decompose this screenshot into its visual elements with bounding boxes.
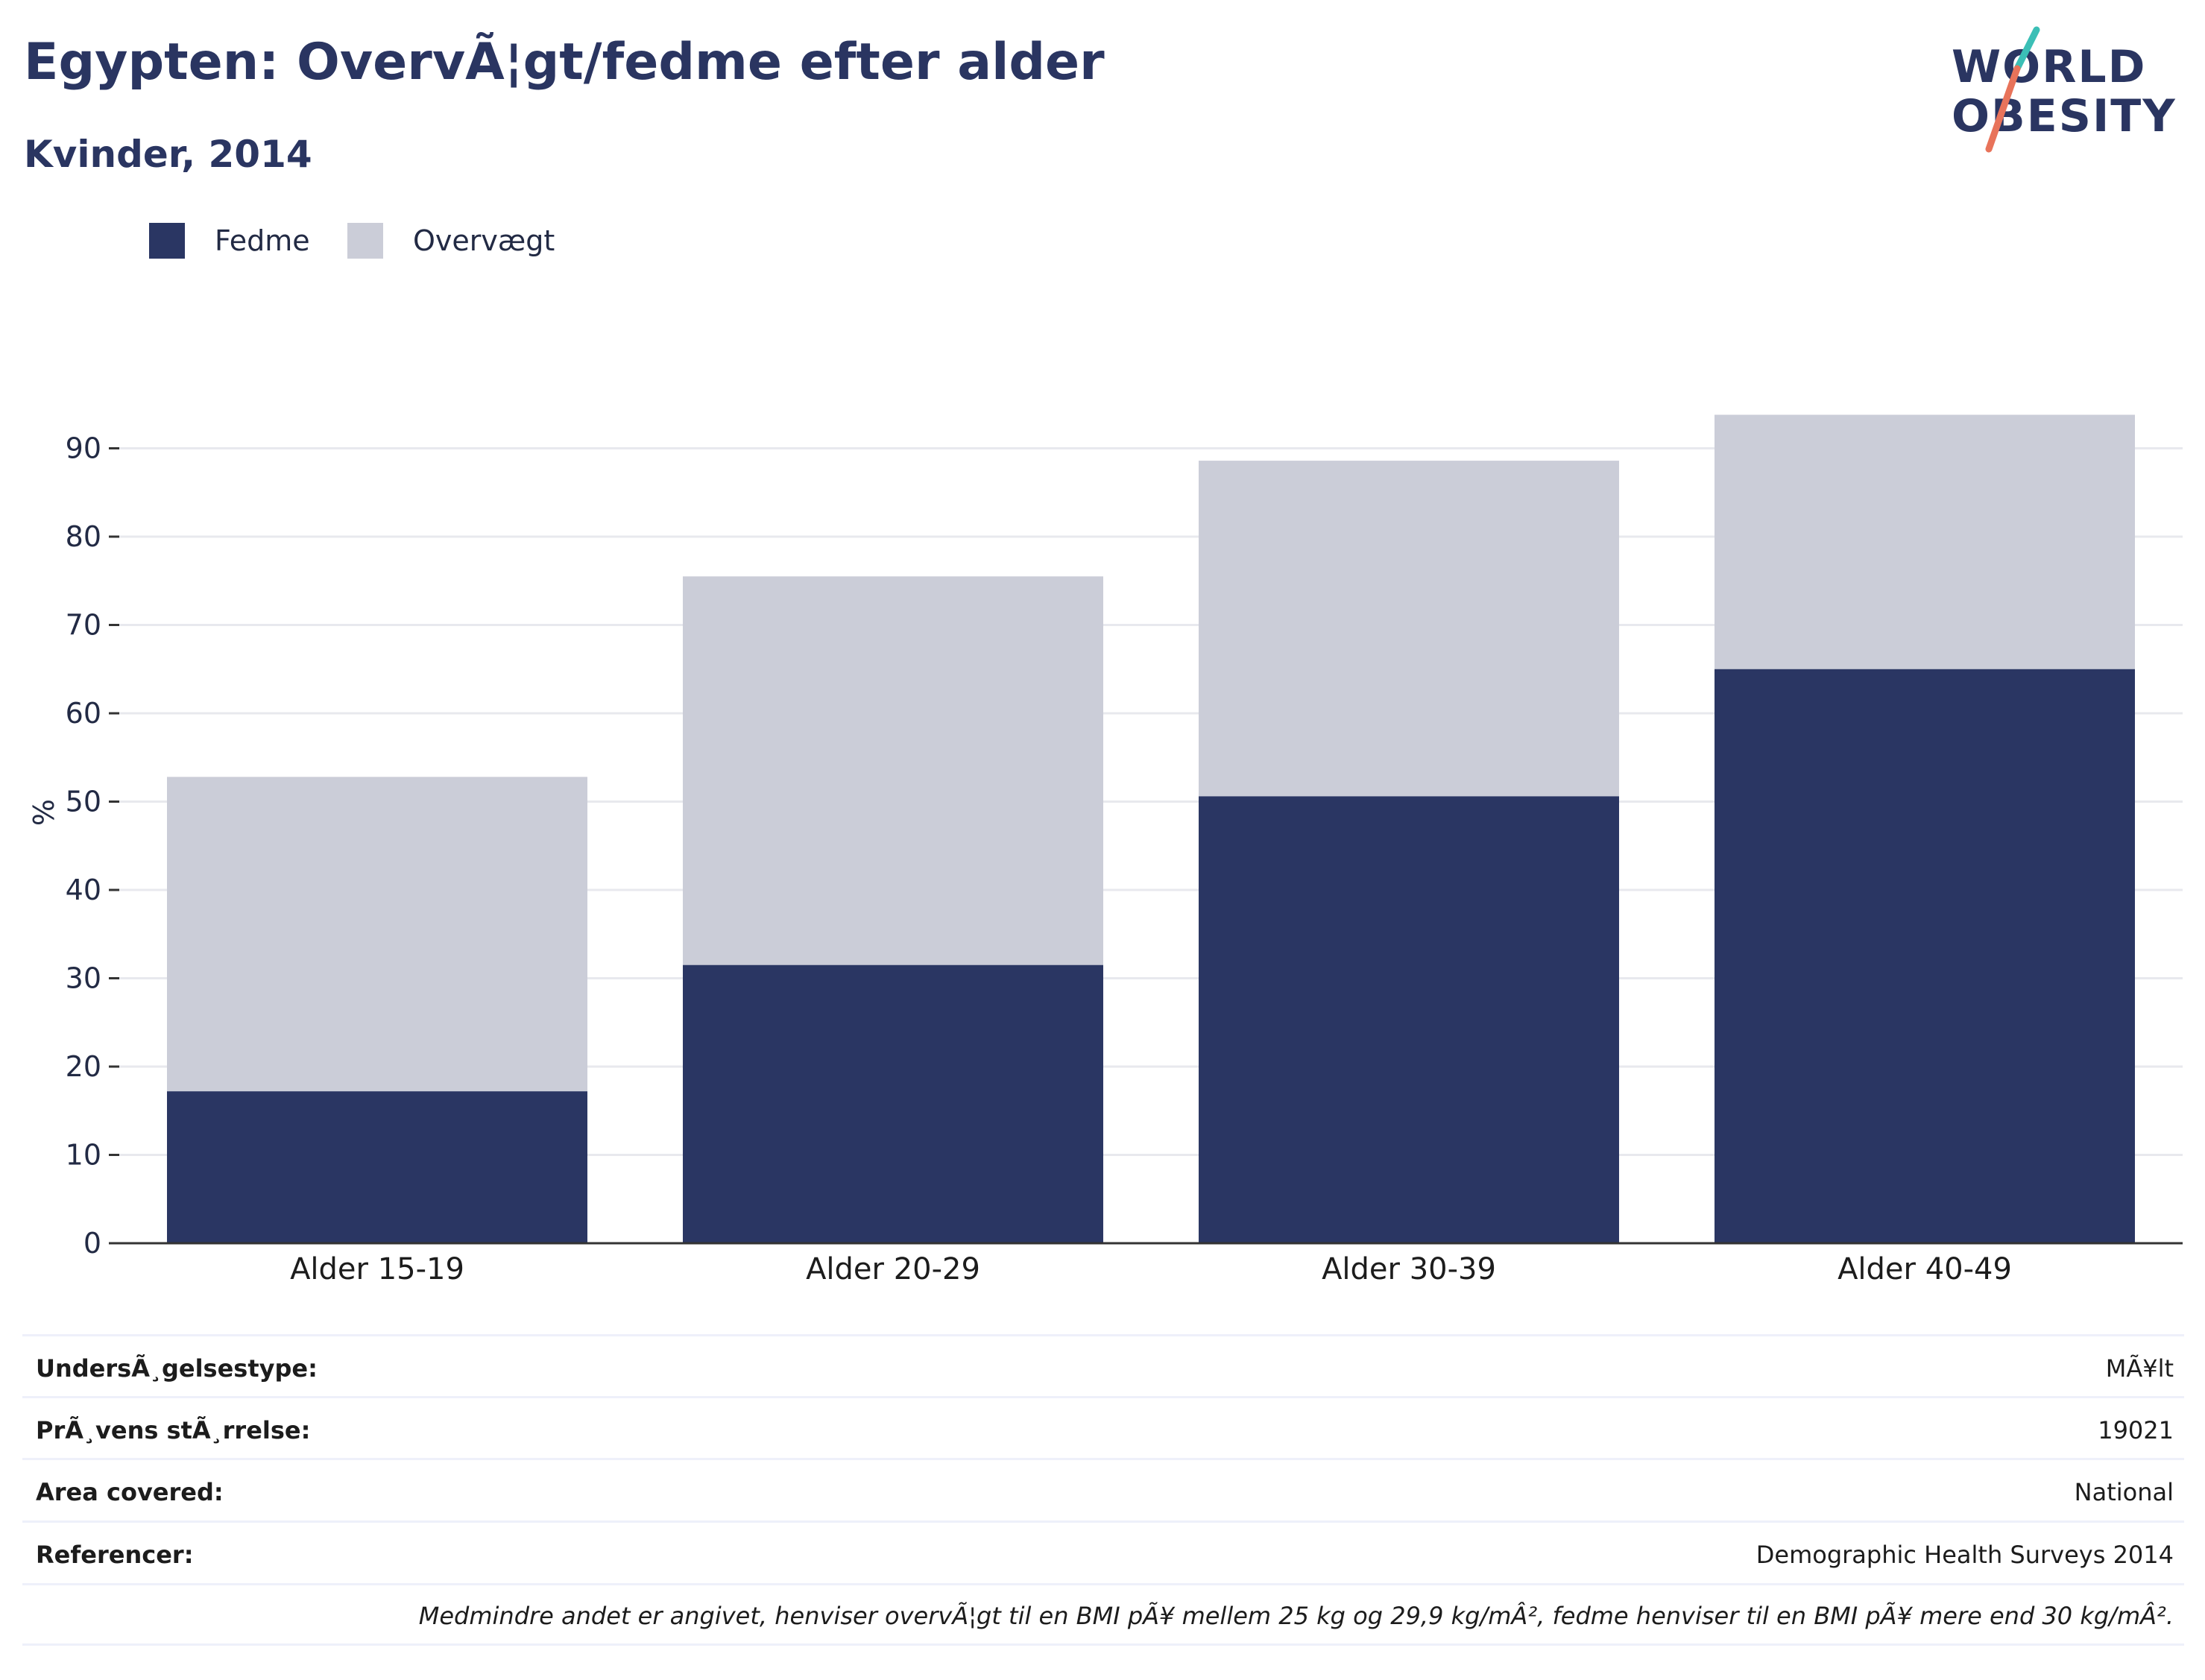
legend-swatch-fedme	[149, 223, 185, 259]
bar-fedme	[683, 964, 1103, 1243]
info-row-sample-size: PrÃ¸vens stÃ¸rrelse: 19021	[22, 1396, 2184, 1457]
chart-subtitle: Kvinder, 2014	[24, 133, 312, 176]
legend-label-overvaegt: Overvægt	[413, 224, 555, 257]
x-tick-label: Alder 15-19	[290, 1252, 464, 1286]
bar-fedme	[1715, 669, 2135, 1243]
legend-label-fedme: Fedme	[215, 224, 310, 257]
logo-text-world: WORLD	[1952, 41, 2147, 93]
x-tick-label: Alder 20-29	[806, 1252, 980, 1286]
info-key: Area covered:	[36, 1478, 224, 1506]
info-value: MÃ¥lt	[2105, 1354, 2174, 1383]
footnote-text: Medmindre andet er angivet, henviser ove…	[418, 1602, 2174, 1630]
y-tick-label: 10	[66, 1139, 101, 1172]
y-axis-label: %	[28, 799, 60, 826]
logo-slash-icon	[1985, 26, 2040, 153]
x-tick-label: Alder 40-49	[1838, 1252, 2012, 1286]
info-key: UndersÃ¸gelsestype:	[36, 1354, 318, 1383]
info-key: PrÃ¸vens stÃ¸rrelse:	[36, 1416, 311, 1444]
y-tick-label: 90	[66, 432, 101, 465]
logo-text-obesity: OBESITY	[1952, 90, 2177, 142]
info-row-survey-type: UndersÃ¸gelsestype: MÃ¥lt	[22, 1334, 2184, 1395]
info-row-references: Referencer: Demographic Health Surveys 2…	[22, 1520, 2184, 1582]
axes: 0 10 20 30 40 50 60 70 80 90 Alder 15-19 Alder 20-2…	[66, 432, 2183, 1286]
info-row-area-covered: Area covered: National	[22, 1458, 2184, 1519]
x-tick-label: Alder 30-39	[1322, 1252, 1496, 1286]
info-value: National	[2074, 1478, 2174, 1506]
info-value: Demographic Health Surveys 2014	[1756, 1541, 2174, 1569]
bars	[167, 414, 2135, 1243]
footnote: Medmindre andet er angivet, henviser ove…	[22, 1583, 2184, 1646]
bar-chart: 0 10 20 30 40 50 60 70 80 90 Alder 15-19 Alder 20-2…	[28, 414, 2183, 1286]
bar-fedme	[1199, 796, 1619, 1243]
y-tick-label: 50	[66, 786, 101, 818]
info-value: 19021	[2098, 1416, 2174, 1444]
y-tick-label: 40	[66, 874, 101, 906]
chart-title: Egypten: OvervÃ¦gt/fedme efter alder	[24, 33, 1105, 92]
bar-overvaegt	[167, 777, 587, 1092]
bar-overvaegt	[1715, 414, 2135, 669]
legend-swatch-overvaegt	[347, 223, 383, 259]
info-key: Referencer:	[36, 1541, 194, 1569]
world-obesity-logo: WORLD OBESITY	[1946, 22, 2192, 157]
y-tick-label: 70	[66, 609, 101, 642]
bar-fedme	[167, 1091, 587, 1243]
y-tick-label: 20	[66, 1050, 101, 1083]
y-tick-label: 60	[66, 697, 101, 730]
bar-overvaegt	[1199, 461, 1619, 797]
y-tick-label: 80	[66, 520, 101, 553]
y-tick-label: 30	[66, 962, 101, 995]
legend-item-overvaegt[interactable]: Overvægt	[347, 222, 555, 259]
y-tick-label: 0	[83, 1227, 101, 1260]
legend-item-fedme[interactable]: Fedme	[149, 222, 310, 259]
bar-overvaegt	[683, 576, 1103, 965]
